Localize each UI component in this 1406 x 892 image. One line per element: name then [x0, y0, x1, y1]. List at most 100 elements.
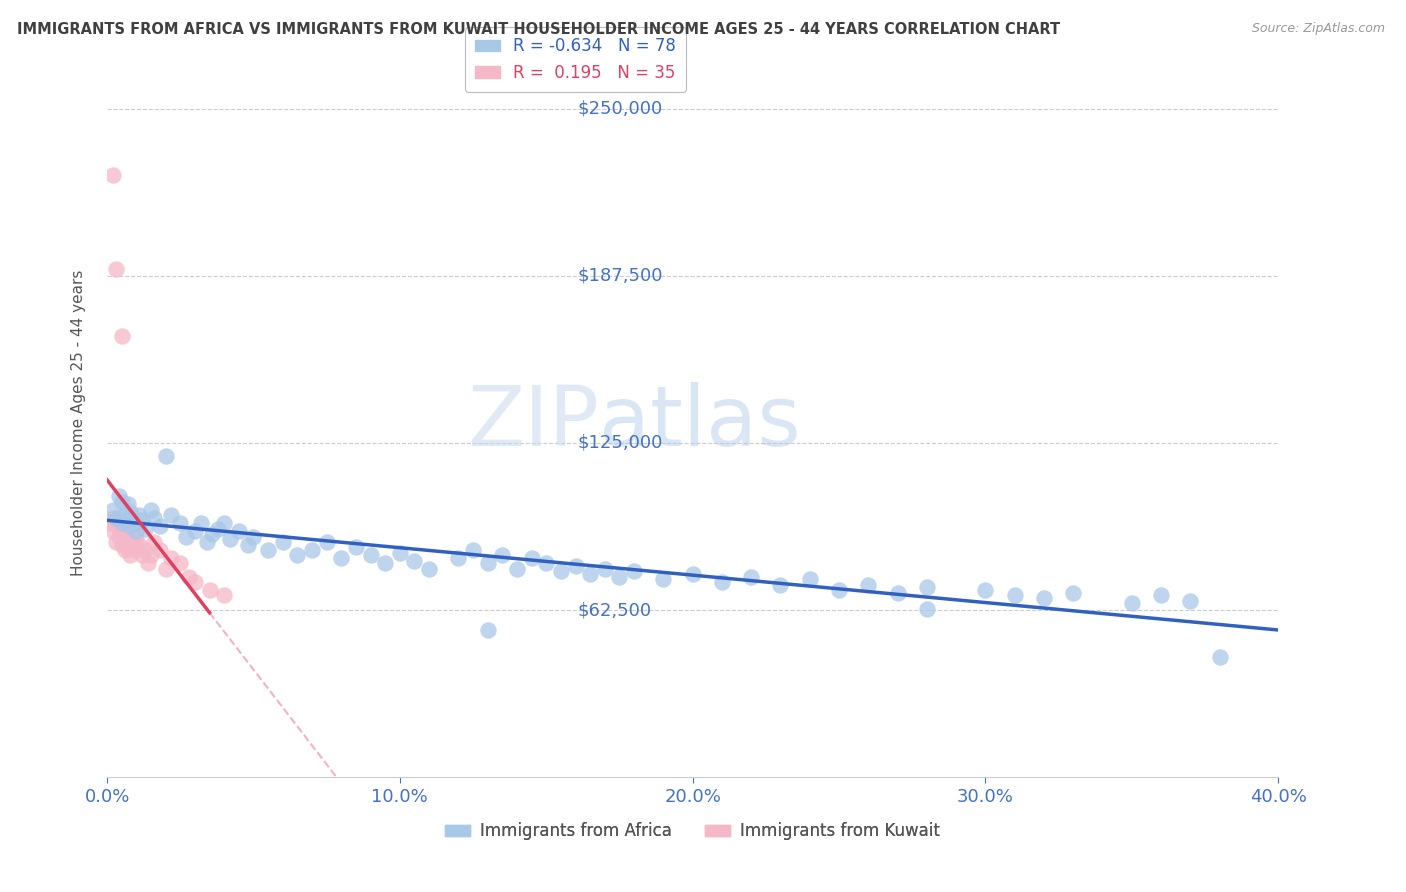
Point: [111, 524, 134, 538]
Point: [142, 511, 165, 525]
Text: $187,500: $187,500: [578, 267, 664, 285]
Point: [915, 580, 938, 594]
Point: [315, 534, 337, 549]
Point: [149, 542, 172, 557]
Point: [799, 572, 821, 586]
Point: [740, 569, 762, 583]
Point: [131, 514, 153, 528]
Point: [122, 534, 145, 549]
Point: [111, 537, 134, 551]
Point: [477, 623, 499, 637]
Point: [682, 566, 704, 581]
Point: [915, 601, 938, 615]
Point: [886, 585, 908, 599]
Point: [201, 526, 224, 541]
Point: [184, 524, 207, 538]
Point: [536, 556, 558, 570]
Point: [125, 542, 148, 557]
Point: [491, 548, 513, 562]
Point: [131, 548, 153, 562]
Point: [858, 577, 880, 591]
Point: [120, 540, 142, 554]
Point: [136, 556, 159, 570]
Point: [111, 495, 134, 509]
Point: [134, 521, 156, 535]
Point: [98, 516, 121, 531]
Point: [404, 553, 426, 567]
Point: [974, 582, 997, 597]
Point: [228, 524, 250, 538]
Point: [169, 516, 191, 531]
Point: [114, 532, 136, 546]
Point: [652, 572, 675, 586]
Point: [1121, 596, 1143, 610]
Point: [160, 550, 183, 565]
Point: [122, 511, 145, 525]
Point: [114, 542, 136, 557]
Point: [360, 548, 382, 562]
Point: [139, 503, 162, 517]
Text: ZIP: ZIP: [467, 383, 599, 463]
Point: [155, 561, 177, 575]
Text: atlas: atlas: [599, 383, 800, 463]
Point: [111, 329, 134, 343]
Point: [117, 526, 139, 541]
Point: [117, 534, 139, 549]
Point: [101, 169, 124, 183]
Point: [198, 582, 221, 597]
Legend: Immigrants from Africa, Immigrants from Kuwait: Immigrants from Africa, Immigrants from …: [439, 815, 946, 847]
Point: [117, 498, 139, 512]
Point: [101, 503, 124, 517]
Point: [1004, 588, 1026, 602]
Point: [177, 569, 200, 583]
Point: [190, 516, 212, 531]
Point: [477, 556, 499, 570]
Point: [155, 450, 177, 464]
Point: [111, 516, 134, 531]
Point: [609, 569, 631, 583]
Text: $62,500: $62,500: [578, 601, 652, 619]
Y-axis label: Householder Income Ages 25 - 44 years: Householder Income Ages 25 - 44 years: [72, 269, 86, 576]
Point: [107, 490, 129, 504]
Text: $250,000: $250,000: [578, 100, 664, 118]
Point: [374, 556, 396, 570]
Point: [219, 532, 242, 546]
Point: [242, 529, 264, 543]
Point: [506, 561, 529, 575]
Point: [195, 534, 218, 549]
Point: [287, 548, 309, 562]
Point: [149, 519, 172, 533]
Point: [207, 521, 229, 535]
Point: [101, 524, 124, 538]
Point: [125, 524, 148, 538]
Point: [139, 548, 162, 562]
Point: [579, 566, 602, 581]
Point: [1180, 593, 1202, 607]
Point: [769, 577, 792, 591]
Point: [271, 534, 294, 549]
Point: [236, 537, 259, 551]
Point: [169, 556, 191, 570]
Point: [520, 550, 543, 565]
Point: [828, 582, 851, 597]
Point: [623, 564, 645, 578]
Point: [134, 542, 156, 557]
Point: [212, 516, 235, 531]
Point: [330, 550, 353, 565]
Text: Source: ZipAtlas.com: Source: ZipAtlas.com: [1251, 22, 1385, 36]
Point: [184, 574, 207, 589]
Point: [114, 514, 136, 528]
Point: [212, 588, 235, 602]
Point: [301, 542, 323, 557]
Point: [550, 564, 572, 578]
Point: [564, 558, 586, 573]
Point: [344, 540, 367, 554]
Point: [174, 529, 197, 543]
Point: [447, 550, 470, 565]
Point: [1033, 591, 1056, 605]
Point: [120, 548, 142, 562]
Point: [107, 529, 129, 543]
Point: [120, 519, 142, 533]
Point: [388, 545, 411, 559]
Point: [128, 508, 150, 523]
